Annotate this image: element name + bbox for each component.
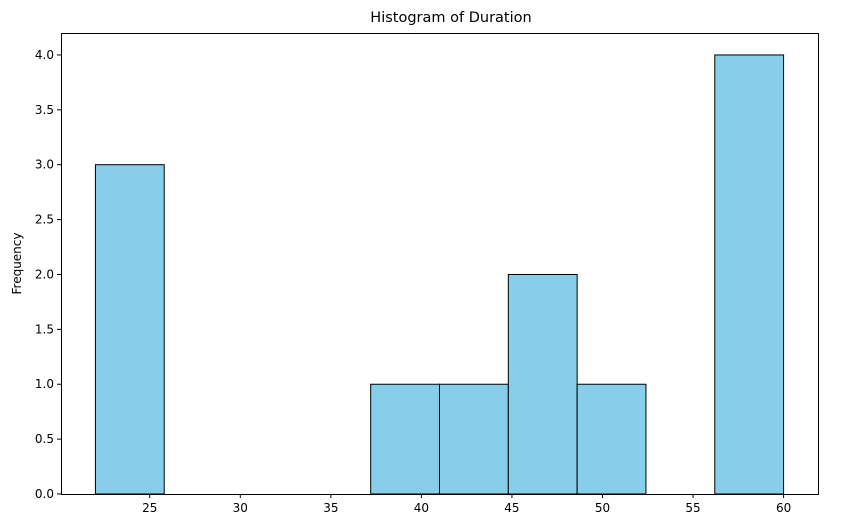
x-tick-label: 60 [776, 501, 791, 515]
bars-layer [94, 54, 785, 495]
y-tick-label: 3.5 [35, 103, 54, 117]
y-tick-label: 0.0 [35, 487, 54, 501]
y-tick-label: 2.5 [35, 213, 54, 227]
x-ticks-layer: 25 30 35 40 45 50 55 60 [142, 494, 791, 515]
x-tick-label: 45 [504, 501, 519, 515]
plot-frame [61, 33, 819, 495]
y-tick-label: 4.0 [35, 48, 54, 62]
x-tick-label: 55 [685, 501, 700, 515]
y-axis-label: Frequency [10, 233, 24, 295]
histogram-bar-5 [439, 383, 509, 495]
y-tick-label: 0.5 [35, 432, 54, 446]
chart-title: Histogram of Duration [370, 10, 531, 26]
x-tick-label: 25 [142, 501, 157, 515]
y-tick-label: 1.0 [35, 377, 54, 391]
histogram-bar-4 [370, 383, 441, 495]
x-tick-label: 35 [323, 501, 338, 515]
x-tick-label: 30 [233, 501, 248, 515]
x-tick-label: 40 [414, 501, 429, 515]
x-tick-label: 50 [595, 501, 610, 515]
y-ticks-layer: 0.0 0.5 1.0 1.5 2.0 2.5 3.0 3.5 4.0 [35, 48, 61, 501]
histogram-bar-0 [94, 164, 165, 495]
y-tick-label: 1.5 [35, 322, 54, 336]
histogram-bar-9 [714, 54, 785, 495]
histogram-bar-6 [507, 273, 578, 495]
y-tick-label: 2.0 [35, 267, 54, 281]
histogram-bar-7 [576, 383, 647, 495]
y-tick-label: 3.0 [35, 158, 54, 172]
